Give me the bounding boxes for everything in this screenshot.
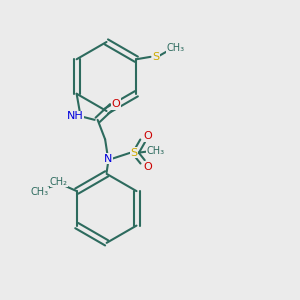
- Text: NH: NH: [67, 111, 83, 121]
- Text: CH₃: CH₃: [146, 146, 165, 156]
- Text: O: O: [144, 162, 152, 172]
- Text: S: S: [130, 148, 137, 158]
- Text: CH₃: CH₃: [31, 187, 49, 197]
- Text: CH₃: CH₃: [166, 44, 184, 53]
- Text: O: O: [111, 99, 120, 109]
- Text: CH₂: CH₂: [50, 177, 68, 187]
- Text: S: S: [152, 52, 159, 62]
- Text: O: O: [144, 131, 152, 141]
- Text: N: N: [104, 154, 112, 164]
